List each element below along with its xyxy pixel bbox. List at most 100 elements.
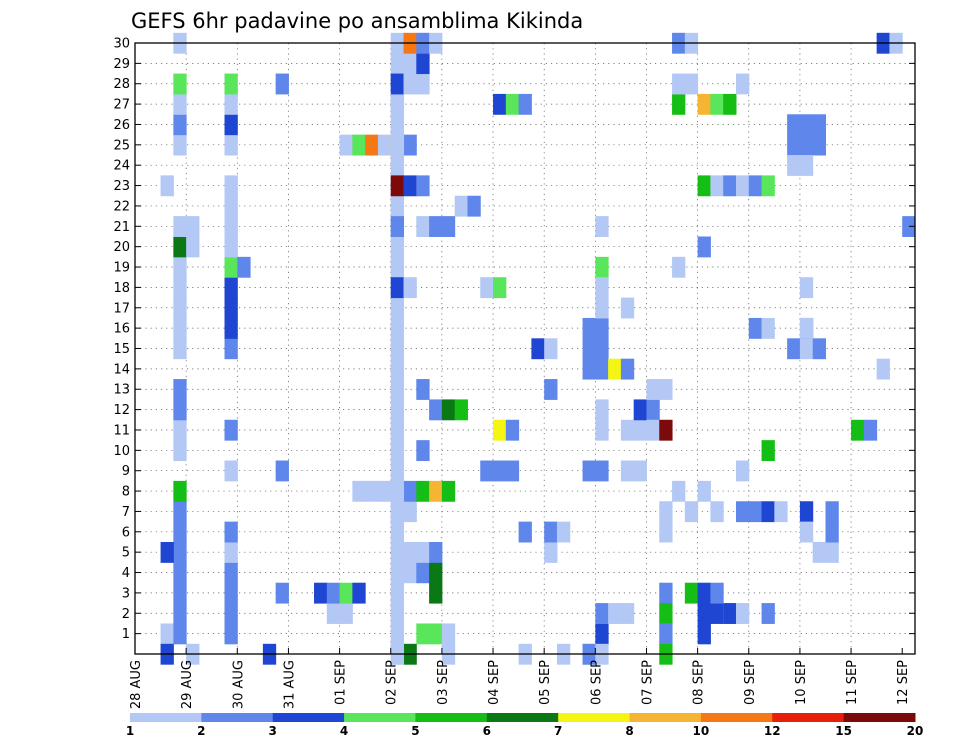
heatmap-cell: [761, 175, 775, 197]
y-tick-label: 11: [113, 423, 130, 438]
heatmap-cell: [224, 541, 238, 563]
heatmap-cell: [659, 603, 673, 624]
y-tick-label: 3: [122, 586, 130, 601]
heatmap-cell: [173, 480, 187, 502]
heatmap-cell: [173, 399, 187, 421]
heatmap-cell: [186, 236, 200, 258]
heatmap-cell: [429, 582, 443, 604]
heatmap-cell: [403, 541, 417, 563]
heatmap-cell: [595, 358, 609, 380]
heatmap-cell: [390, 480, 405, 502]
colorbar-label: 5: [411, 724, 419, 738]
heatmap-cell: [620, 358, 635, 380]
heatmap-cell: [403, 562, 417, 584]
colorbar-swatch: [843, 713, 916, 722]
heatmap-cell: [390, 399, 405, 421]
heatmap-cell: [224, 603, 238, 624]
heatmap-cell: [595, 256, 609, 278]
heatmap-cell: [429, 541, 443, 563]
heatmap-cell: [633, 399, 647, 421]
heatmap-cell: [735, 175, 750, 197]
heatmap-cell: [429, 216, 443, 237]
heatmap-cell: [787, 114, 801, 136]
heatmap-cell: [595, 399, 609, 421]
heatmap-cell: [390, 521, 405, 543]
heatmap-cell: [416, 53, 430, 75]
x-tick-label: 31 AUG: [282, 660, 297, 709]
heatmap-cell: [761, 317, 775, 339]
heatmap-cell: [659, 419, 673, 441]
heatmap-cell: [390, 541, 405, 563]
heatmap-cell: [710, 603, 724, 624]
heatmap-cell: [799, 317, 814, 339]
heatmap-cell: [173, 521, 187, 543]
heatmap-cell: [224, 623, 238, 645]
colorbar-swatch: [629, 713, 702, 722]
heatmap-cell: [173, 114, 187, 136]
heatmap-cell: [173, 236, 187, 258]
heatmap-cell: [480, 277, 494, 299]
y-tick-label: 10: [113, 444, 130, 459]
heatmap-cell: [710, 582, 724, 604]
heatmap-cell: [493, 419, 507, 441]
heatmap-cell: [390, 623, 405, 645]
y-tick-label: 19: [113, 261, 130, 276]
y-tick-label: 12: [113, 403, 130, 418]
heatmap-cell: [275, 73, 289, 95]
heatmap-cell: [684, 501, 699, 523]
heatmap-cell: [390, 93, 405, 115]
heatmap-cell: [390, 216, 405, 237]
y-tick-label: 26: [113, 118, 130, 133]
colorbar-label: 8: [625, 724, 633, 738]
y-tick-label: 29: [113, 57, 130, 72]
colorbar-label: 15: [835, 724, 852, 738]
colorbar-swatch: [344, 713, 416, 722]
heatmap-cell: [710, 93, 724, 115]
heatmap-cell: [876, 358, 890, 380]
heatmap-cell: [429, 399, 443, 421]
heatmap-cell: [224, 582, 238, 604]
y-tick-label: 13: [113, 383, 130, 398]
heatmap-cell: [390, 419, 405, 441]
heatmap-cell: [339, 582, 353, 604]
heatmap-cell: [224, 195, 238, 217]
heatmap-cell: [582, 460, 596, 482]
heatmap-cell: [390, 338, 405, 360]
heatmap-cell: [505, 419, 520, 441]
heatmap-cell: [735, 501, 750, 523]
grid-lines: [135, 42, 915, 654]
x-tick-label: 01 SEP: [334, 660, 349, 705]
y-tick-label: 18: [113, 281, 130, 296]
heatmap-cell: [812, 134, 826, 156]
heatmap-cell: [633, 419, 647, 441]
x-tick-label: 28 AUG: [129, 660, 144, 709]
heatmap-cell: [902, 216, 916, 237]
heatmap-cell: [748, 317, 763, 339]
colorbar-swatch: [486, 713, 559, 722]
x-tick-label: 30 AUG: [231, 660, 246, 709]
heatmap-cell: [620, 460, 635, 482]
y-tick-label: 16: [113, 322, 130, 337]
heatmap-cell: [173, 541, 187, 563]
heatmap-cell: [237, 256, 251, 278]
heatmap-cell: [224, 134, 238, 156]
heatmap-cell: [672, 256, 686, 278]
heatmap-cell: [454, 195, 468, 217]
x-tick-label: 05 SEP: [538, 660, 553, 705]
heatmap-cell: [787, 155, 801, 176]
heatmap-cell: [224, 338, 238, 360]
heatmap-cell: [659, 501, 673, 523]
heatmap-cell: [646, 399, 660, 421]
heatmap-cell: [582, 338, 596, 360]
y-tick-label: 6: [122, 525, 130, 540]
heatmap-cell: [173, 73, 187, 95]
x-tick-label: 11 SEP: [845, 660, 860, 705]
heatmap-cell: [429, 480, 443, 502]
heatmap-cell: [659, 582, 673, 604]
heatmap-cell: [390, 603, 405, 624]
heatmap-cell: [326, 603, 341, 624]
heatmap-cell: [684, 582, 699, 604]
heatmap-cell: [697, 93, 711, 115]
heatmap-cell: [365, 134, 379, 156]
